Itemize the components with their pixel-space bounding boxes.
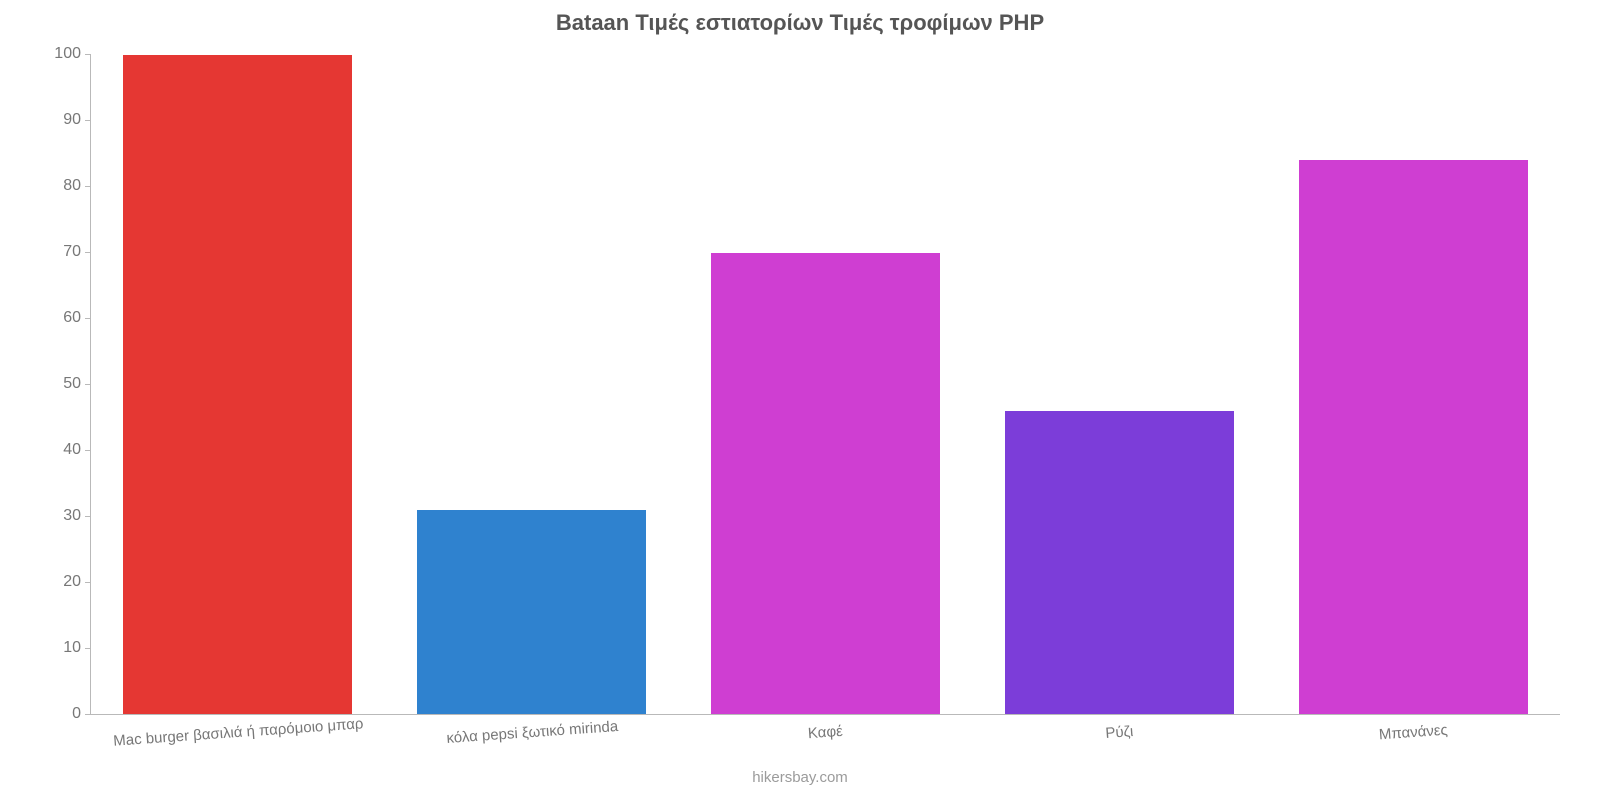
bar-slot: PHP 31κόλα pepsi ξωτικό mirinda: [385, 55, 679, 714]
bar: [123, 55, 352, 714]
y-tick-label: 90: [36, 111, 81, 129]
category-label: Ρύζι: [1104, 713, 1134, 742]
bar-slot: PHP 70Καφέ: [679, 55, 973, 714]
bar: [1005, 411, 1234, 714]
chart-title: Bataan Τιμές εστιατορίων Τιμές τροφίμων …: [0, 10, 1600, 36]
bars-region: PHP 100Mac burger βασιλιά ή παρόμοιο μπα…: [91, 55, 1560, 714]
y-tick-label: 30: [36, 507, 81, 525]
category-label: Μπανάνες: [1378, 712, 1449, 744]
y-tick-label: 60: [36, 309, 81, 327]
plot-area: 0102030405060708090100 PHP 100Mac burger…: [90, 55, 1560, 715]
category-label: Καφέ: [807, 713, 844, 742]
attribution-text: hikersbay.com: [0, 769, 1600, 786]
y-tick-label: 10: [36, 639, 81, 657]
y-tick-label: 80: [36, 177, 81, 195]
y-tick-label: 100: [36, 45, 81, 63]
bar: [711, 253, 940, 714]
bar: [1299, 160, 1528, 714]
bar-slot: PHP 84Μπανάνες: [1266, 55, 1560, 714]
y-tick-label: 50: [36, 375, 81, 393]
y-tick-label: 0: [36, 705, 81, 723]
chart-container: Bataan Τιμές εστιατορίων Τιμές τροφίμων …: [0, 0, 1600, 800]
y-tick-label: 70: [36, 243, 81, 261]
y-tick-label: 40: [36, 441, 81, 459]
y-tick-label: 20: [36, 573, 81, 591]
bar-slot: PHP 46Ρύζι: [972, 55, 1266, 714]
bar-slot: PHP 100Mac burger βασιλιά ή παρόμοιο μπα…: [91, 55, 385, 714]
bar: [417, 510, 646, 714]
